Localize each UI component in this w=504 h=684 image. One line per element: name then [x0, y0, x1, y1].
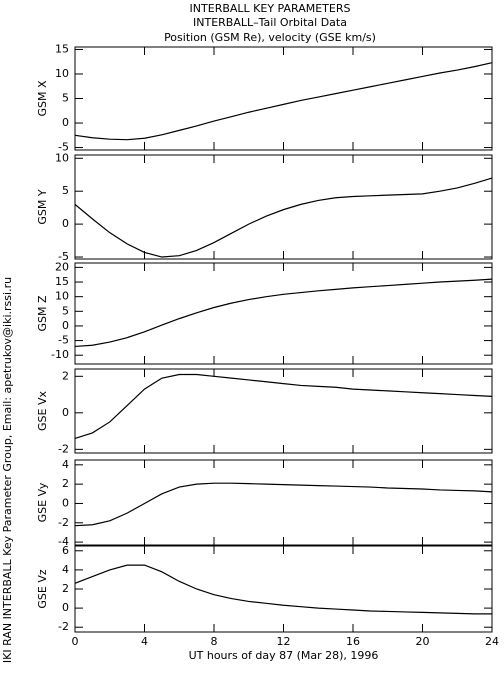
y-tick-label: 5	[62, 184, 69, 197]
y-tick-label: 0	[62, 319, 69, 332]
y-tick-label: -2	[58, 442, 69, 455]
y-axis-label: GSE Vx	[36, 391, 49, 431]
y-axis-label: GSM Y	[36, 189, 49, 224]
data-line	[74, 373, 493, 439]
y-tick-label: 0	[62, 116, 69, 129]
credit: IKI RAN INTERBALL Key Parameter Group, E…	[1, 277, 14, 663]
x-tick-label: 8	[211, 635, 218, 648]
panel-frame	[74, 262, 493, 365]
y-tick-label: 5	[62, 92, 69, 105]
x-tick-label: 0	[72, 635, 79, 648]
panel-frame	[74, 545, 493, 633]
y-tick-label: 10	[55, 290, 69, 303]
y-tick-label: 10	[55, 151, 69, 164]
data-line	[74, 278, 493, 348]
panel-frame	[74, 154, 493, 260]
y-tick-label: 0	[62, 496, 69, 509]
y-tick-label: 4	[62, 563, 69, 576]
y-tick-label: -5	[58, 334, 69, 347]
y-tick-label: 6	[62, 544, 69, 557]
data-line	[74, 177, 493, 258]
panel-frame	[74, 46, 493, 151]
x-tick-label: 20	[416, 635, 430, 648]
x-tick-label: 24	[485, 635, 499, 648]
data-line	[74, 564, 492, 615]
y-axis-label: GSM Z	[36, 295, 49, 331]
y-tick-label: 10	[55, 67, 69, 80]
data-line	[74, 62, 493, 141]
x-axis-label: UT hours of day 87 (Mar 28), 1996	[189, 649, 379, 662]
y-axis-label: GSE Vz	[36, 569, 49, 608]
data-line	[74, 482, 493, 527]
y-tick-label: 2	[62, 477, 69, 490]
y-tick-label: -5	[58, 250, 69, 263]
title-line: Position (GSM Re), velocity (GSE km/s)	[164, 31, 376, 44]
y-tick-label: -5	[58, 141, 69, 154]
y-tick-label: -2	[58, 620, 69, 633]
y-tick-label: 0	[62, 406, 69, 419]
panel-frame	[74, 368, 493, 454]
y-tick-label: 15	[55, 42, 69, 55]
title-line: INTERBALL–Tail Orbital Data	[193, 16, 347, 29]
y-tick-label: 20	[55, 260, 69, 273]
x-tick-label: 16	[346, 635, 360, 648]
x-tick-label: 12	[277, 635, 291, 648]
y-tick-label: 4	[62, 458, 69, 471]
y-tick-label: 2	[62, 369, 69, 382]
y-axis-label: GSE Vy	[36, 482, 49, 522]
title-line: INTERBALL KEY PARAMETERS	[190, 2, 351, 15]
y-tick-label: 0	[62, 601, 69, 614]
y-tick-label: 15	[55, 275, 69, 288]
y-tick-label: -2	[58, 516, 69, 529]
y-tick-label: 5	[62, 304, 69, 317]
y-tick-label: -4	[58, 535, 69, 548]
y-tick-label: -10	[51, 348, 69, 361]
y-axis-label: GSM X	[36, 80, 49, 116]
y-tick-label: 0	[62, 217, 69, 230]
x-tick-label: 4	[141, 635, 148, 648]
y-tick-label: 2	[62, 582, 69, 595]
panel-frame	[74, 459, 493, 546]
